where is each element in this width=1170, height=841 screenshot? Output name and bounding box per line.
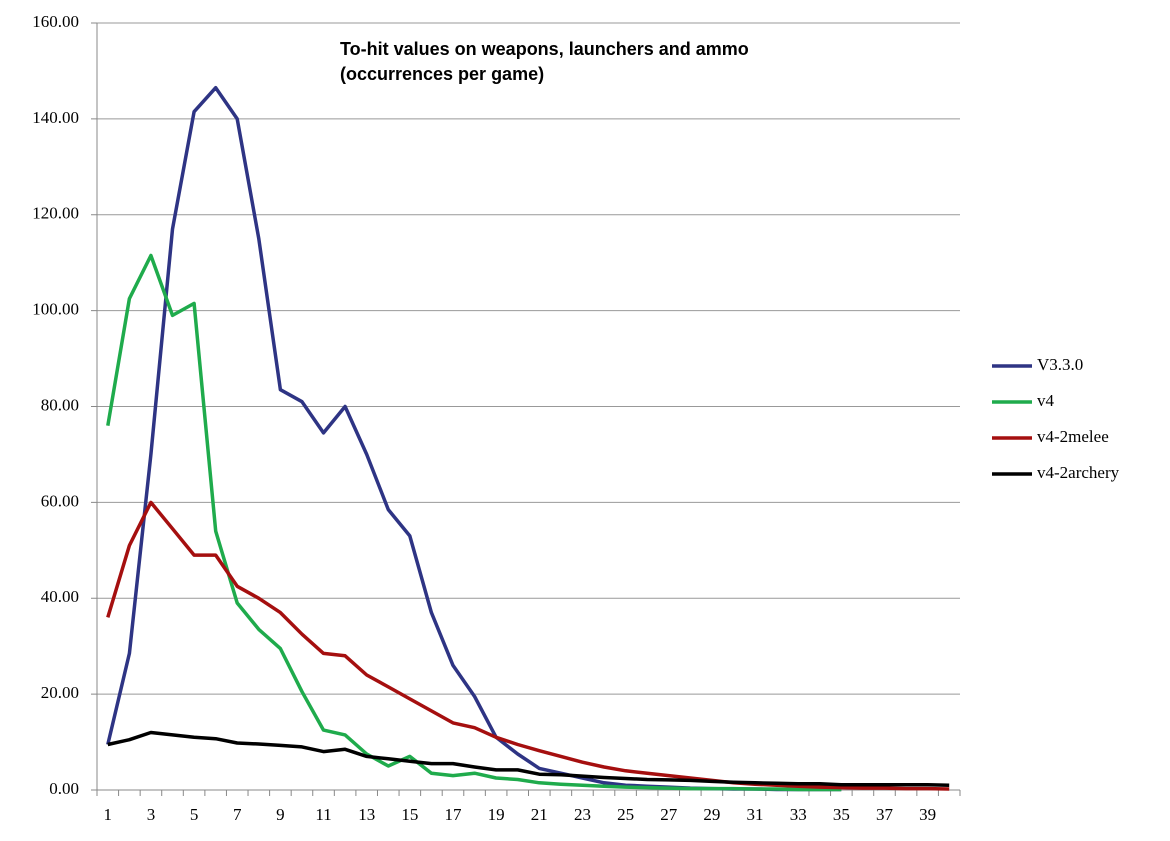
x-tick-label: 35 (833, 805, 850, 824)
legend-label: v4-2melee (1037, 427, 1109, 446)
x-tick-label: 19 (488, 805, 505, 824)
x-tick-label: 7 (233, 805, 242, 824)
series-line (107, 730, 950, 787)
series-line (106, 85, 842, 792)
y-tick-label: 60.00 (41, 491, 79, 510)
x-tick-label: 39 (919, 805, 936, 824)
x-tick-label: 15 (401, 805, 418, 824)
x-tick-label: 13 (358, 805, 375, 824)
x-tick-label: 29 (703, 805, 720, 824)
legend-label: v4 (1037, 391, 1055, 410)
x-tick-label: 9 (276, 805, 285, 824)
chart-subtitle: (occurrences per game) (340, 64, 544, 84)
y-tick-label: 120.00 (32, 204, 79, 223)
y-tick-label: 140.00 (32, 108, 79, 127)
x-tick-label: 23 (574, 805, 591, 824)
x-tick-label: 27 (660, 805, 678, 824)
x-tick-label: 5 (190, 805, 199, 824)
y-tick-label: 20.00 (41, 683, 79, 702)
y-tick-label: 160.00 (32, 12, 79, 31)
x-tick-label: 37 (876, 805, 894, 824)
y-tick-label: 40.00 (41, 587, 79, 606)
y-tick-label: 0.00 (49, 779, 79, 798)
x-tick-label: 3 (147, 805, 156, 824)
legend-label: V3.3.0 (1037, 355, 1083, 374)
x-tick-label: 33 (790, 805, 807, 824)
y-tick-label: 80.00 (41, 395, 79, 414)
legend-label: v4-2archery (1037, 463, 1120, 482)
series-line (106, 253, 842, 792)
chart-title: To-hit values on weapons, launchers and … (340, 39, 749, 59)
x-tick-label: 17 (444, 805, 462, 824)
x-tick-label: 1 (104, 805, 113, 824)
x-tick-label: 25 (617, 805, 634, 824)
x-tick-label: 31 (747, 805, 764, 824)
x-tick-label: 21 (531, 805, 548, 824)
x-tick-label: 11 (315, 805, 331, 824)
y-tick-label: 100.00 (32, 300, 79, 319)
series-line (106, 500, 950, 791)
